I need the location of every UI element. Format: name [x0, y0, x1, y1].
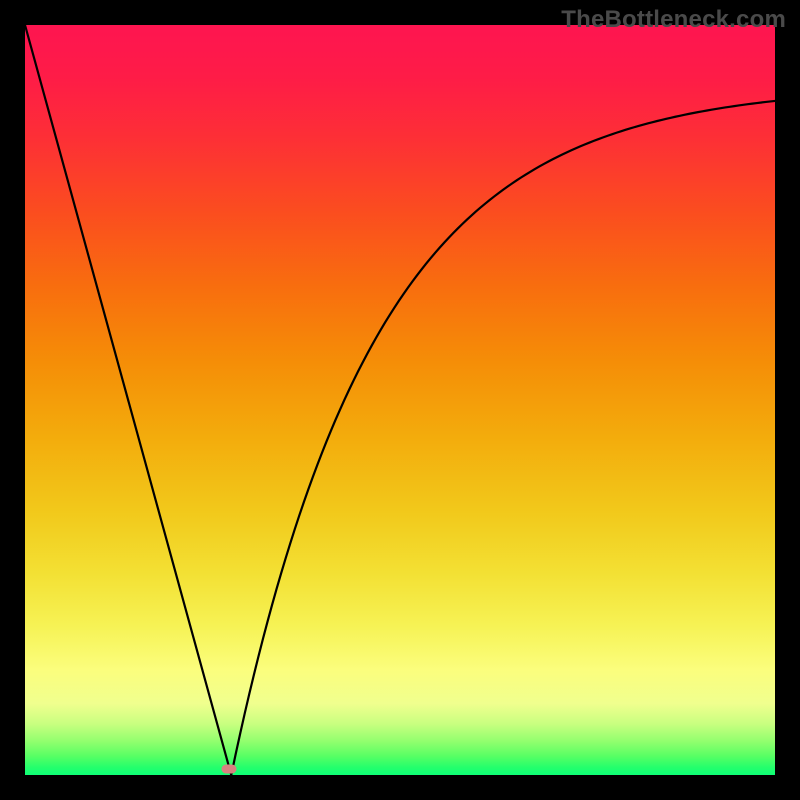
- bottleneck-chart: [0, 0, 800, 800]
- plot-background: [25, 25, 775, 775]
- min-marker: [222, 765, 237, 774]
- canvas-wrap: TheBottleneck.com: [0, 0, 800, 800]
- watermark-text: TheBottleneck.com: [561, 6, 786, 34]
